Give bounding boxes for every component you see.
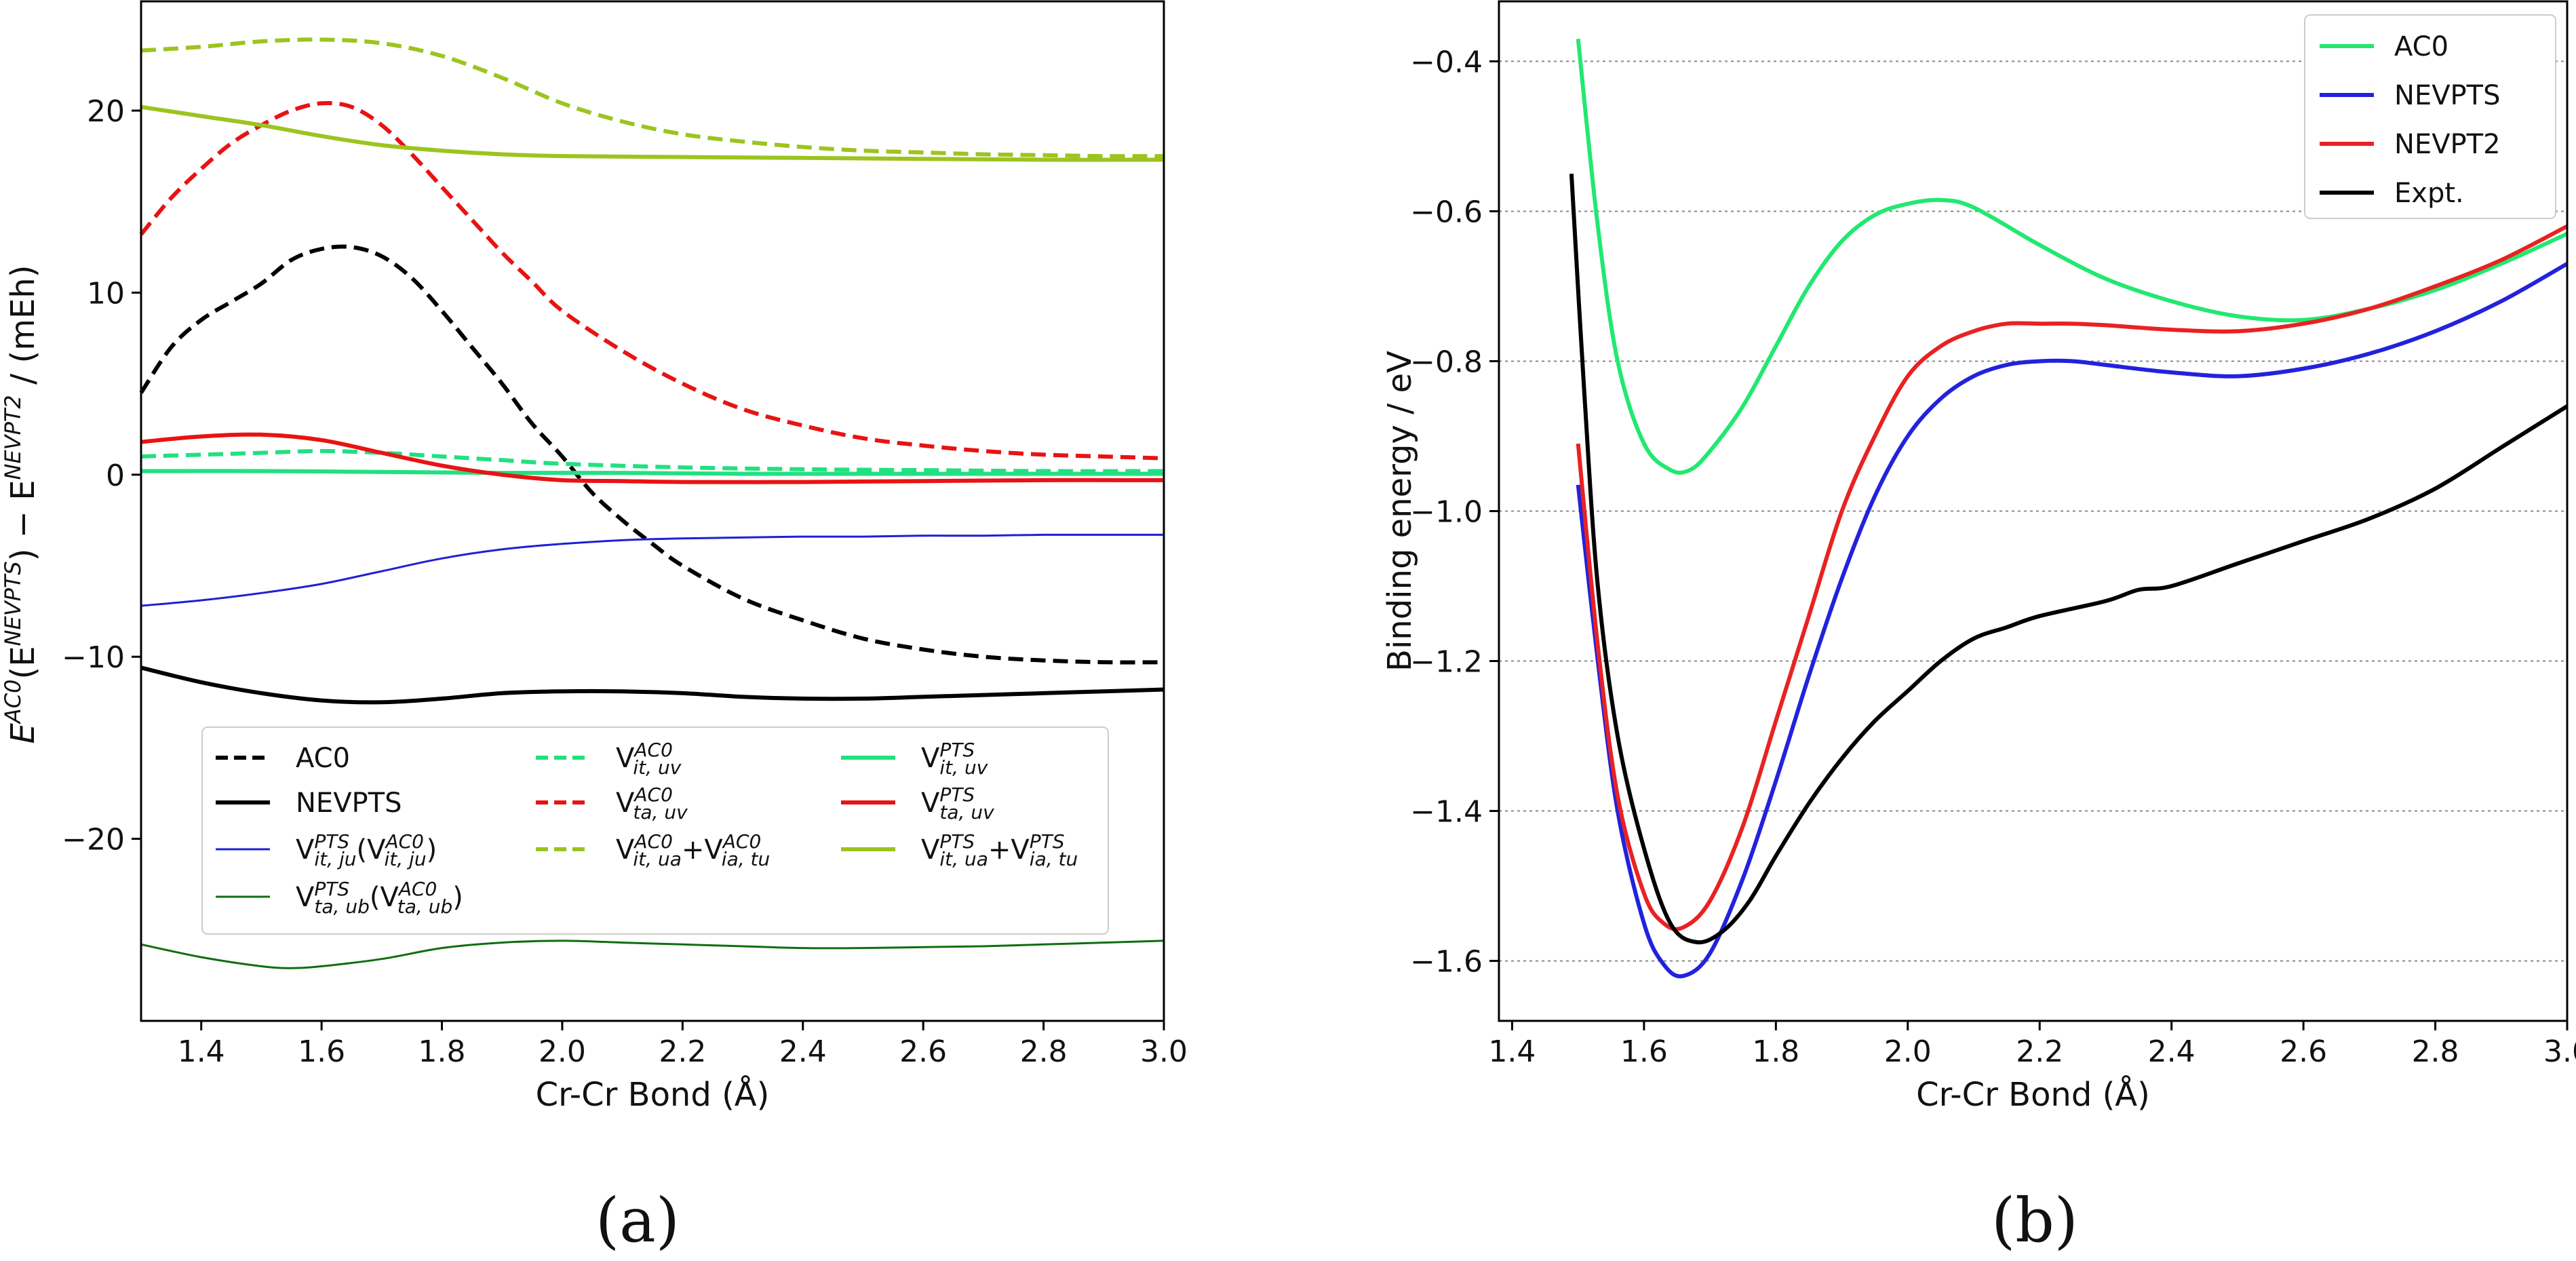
legend-label-a-nevpts: NEVPTS [296, 788, 402, 819]
series-line-a-nevpts [140, 665, 1165, 705]
x-tick-label-a: 2.6 [899, 1034, 947, 1069]
y-tick-label-a: 20 [87, 94, 125, 129]
legend-label-a-v_ta_ub: VPTS ta, ub(VAC0 ta, ub) [296, 878, 463, 918]
legend-box-a [201, 726, 1109, 935]
x-tick-label-b: 3.0 [2543, 1034, 2576, 1069]
y-tick-label-b: −0.4 [1410, 45, 1483, 79]
legend-a: AC0 NEVPTS VPTS it, ju(VAC0 it, ju) VPTS ta, u… [201, 726, 1109, 935]
x-tick-label-a: 2.2 [659, 1034, 706, 1069]
series-line-a-v_it_ua_ac0 [140, 37, 1165, 159]
plot-frame-a [140, 0, 1165, 1022]
series-line-a-v_ta_ub [140, 939, 1165, 969]
legend-b: AC0 NEVPTS NEVPT2 Expt. [2304, 14, 2556, 219]
x-tick-label-b: 2.0 [1884, 1034, 1932, 1069]
y-tick-label-b: −1.4 [1410, 795, 1483, 830]
y-tick-label-a: −10 [62, 640, 125, 675]
y-tick-label-a: −20 [62, 823, 125, 857]
series-line-b-ac0 [1576, 38, 2569, 475]
x-tick-label-a: 2.4 [779, 1034, 827, 1069]
panel-a: 1.4 1.6 1.8 2.0 2.2 2.4 2.6 2.8 3.0 20 10 0 −10 −20 Cr… [0, 0, 1188, 1256]
x-tick-label-a: 1.8 [418, 1034, 466, 1069]
x-tick-label-a: 2.0 [539, 1034, 586, 1069]
x-tick-label-b: 2.6 [2280, 1034, 2327, 1069]
series-line-a-v_it_ju [140, 533, 1164, 607]
y-tick-label-b: −0.8 [1410, 345, 1483, 379]
legend-label-b-nevpts: NEVPTS [2394, 80, 2501, 111]
x-tick-label-b: 1.6 [1620, 1034, 1668, 1069]
y-tick-label-b: −1.6 [1410, 945, 1483, 979]
caption-a: (a) [596, 1185, 680, 1256]
legend-label-b-nevpt2: NEVPT2 [2394, 129, 2501, 160]
series-line-a-v_it_uv_pts [140, 469, 1164, 476]
x-tick-label-b: 2.8 [2412, 1034, 2459, 1069]
series-line-a-v_it_ua_pts [140, 104, 1165, 162]
x-tick-label-a: 1.4 [178, 1034, 225, 1069]
legend-label-a-v_it_uv_pts: VPTS it, uv [921, 739, 988, 779]
y-tick-label-a: 10 [87, 276, 125, 311]
x-axis-label-a: Cr-Cr Bond (Å) [536, 1075, 770, 1114]
legend-label-a-v_it_ju: VPTS it, ju(VAC0 it, ju) [296, 830, 437, 870]
y-tick-label-b: −1.0 [1410, 495, 1483, 530]
legend-label-a-v_it_ua_ac0: VAC0 it, ua+VAC0 ia, tu [616, 830, 770, 870]
legend-label-a-ac0: AC0 [296, 743, 350, 774]
caption-b: (b) [1991, 1185, 2078, 1256]
series-line-b-nevpt2 [1576, 224, 2569, 931]
y-axis-label-a: EAC0(ENEVPTS) − ENEVPT2 / (mEh) [0, 265, 42, 744]
x-axis-label-b: Cr-Cr Bond (Å) [1916, 1075, 2150, 1114]
y-axis-label-b: Binding energy / eV [1381, 351, 1419, 672]
y-tick-label-a: 0 [106, 459, 125, 493]
series-line-a-v_ta_uv_pts [140, 432, 1165, 484]
x-tick-label-a: 1.6 [298, 1034, 345, 1069]
panel-b: 1.4 1.6 1.8 2.0 2.2 2.4 2.6 2.8 3.0 −0.4 −0.6 −0.8 −… [1381, 0, 2576, 1256]
series-line-a-ac0 [139, 244, 1165, 665]
legend-label-b-expt: Expt. [2394, 178, 2464, 209]
series-line-b-expt [1569, 174, 2569, 945]
legend-label-a-v_ta_uv_pts: VPTS ta, uv [921, 783, 994, 823]
series-line-b-nevpts [1576, 262, 2569, 979]
x-tick-label-a: 3.0 [1140, 1034, 1188, 1069]
legend-label-b-ac0: AC0 [2394, 31, 2448, 62]
y-tick-label-b: −0.6 [1410, 195, 1483, 229]
x-tick-label-b: 2.2 [2016, 1034, 2063, 1069]
legend-label-a-v_it_uv_ac0: VAC0 it, uv [616, 739, 682, 779]
legend-box-b [2304, 14, 2556, 219]
legend-label-a-v_ta_uv_ac0: VAC0 ta, uv [616, 783, 688, 823]
y-tick-label-b: −1.2 [1410, 645, 1483, 680]
legend-label-a-v_it_ua_pts: VPTS it, ua+VPTS ia, tu [921, 830, 1078, 870]
x-tick-label-a: 2.8 [1020, 1034, 1068, 1069]
x-tick-label-b: 1.4 [1488, 1034, 1536, 1069]
series-line-a-v_it_uv_ac0 [140, 448, 1165, 473]
x-tick-label-b: 1.8 [1752, 1034, 1799, 1069]
x-tick-label-b: 2.4 [2148, 1034, 2196, 1069]
